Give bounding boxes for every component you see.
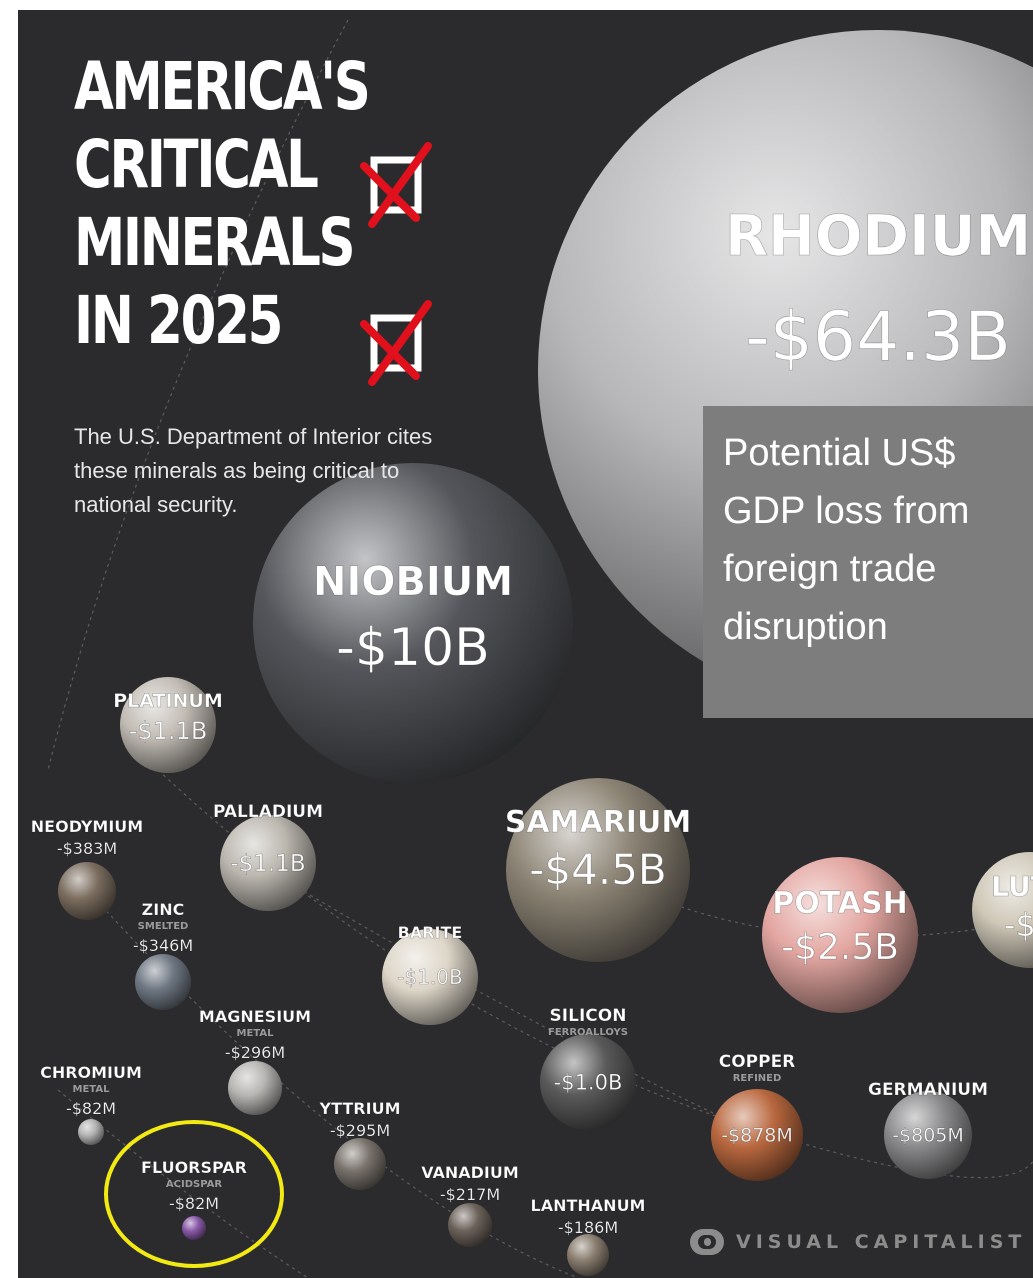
orbit-line: [157, 769, 1033, 1179]
mineral-name-label: LANTHANUM: [531, 1196, 646, 1215]
mineral-value-label: -$1.1B: [129, 717, 208, 745]
mineral-sphere: [762, 857, 918, 1013]
mineral-name-label: VANADIUM: [421, 1163, 519, 1182]
bubble-germanium: GERMANIUM -$805M: [868, 1080, 988, 1179]
mineral-sublabel: ACIDSPAR: [166, 1179, 222, 1190]
mineral-name-label: LUTE: [991, 870, 1033, 903]
title-line-2: CRITICAL: [74, 126, 319, 203]
mineral-sphere: [884, 1091, 972, 1179]
mineral-value-label: -$805M: [892, 1125, 964, 1147]
bubble-palladium: PALLADIUM -$1.1B: [213, 802, 323, 911]
subtitle: The U.S. Department of Interior cites th…: [74, 424, 433, 517]
mineral-sphere: [58, 862, 116, 920]
mineral-name-label: YTTRIUM: [319, 1099, 401, 1118]
mineral-value-label: -$1.1B: [230, 851, 305, 877]
brand-name: VISUAL CAPITALIST: [736, 1231, 1027, 1253]
orbit-line: [57, 1089, 309, 1278]
title-line-1: AMERICA'S: [74, 48, 371, 125]
mineral-sphere: [253, 463, 573, 783]
mineral-sphere: [972, 852, 1033, 968]
mineral-value-label: -$64.3B: [745, 298, 1011, 377]
bubble-fluorspar: FLUORSPAR ACIDSPAR -$82M: [141, 1158, 247, 1240]
mineral-sphere: [711, 1089, 803, 1181]
bubble-samarium: SAMARIUM -$4.5B: [505, 778, 691, 962]
mineral-name-label: ZINC: [142, 900, 185, 919]
mineral-name-label: COPPER: [719, 1052, 796, 1072]
mineral-name-label: FLUORSPAR: [141, 1158, 247, 1177]
mineral-name-label: NEODYMIUM: [31, 817, 143, 836]
bubble-zinc: ZINC SMELTED -$346M: [133, 900, 193, 1010]
infographic-canvas: RHODIUM -$64.3B NIOBIUM -$10B SAMARIUM -$4.5B…: [18, 10, 1033, 1278]
mineral-value-label: -$10B: [336, 618, 490, 678]
mineral-value-label: -$217M: [440, 1185, 500, 1204]
mineral-sphere: [567, 1234, 609, 1276]
mineral-name-label: CHROMIUM: [40, 1063, 142, 1082]
mineral-name-label: POTASH: [772, 886, 908, 921]
bubble-vanadium: VANADIUM -$217M: [421, 1163, 519, 1247]
mineral-sphere: [120, 677, 216, 773]
mineral-name-label: RHODIUM: [725, 204, 1031, 269]
mineral-sphere: [382, 929, 478, 1025]
mineral-value-label: -$82M: [66, 1099, 116, 1118]
mineral-sublabel: METAL: [73, 1084, 111, 1095]
visual-capitalist-logo-icon: [690, 1229, 724, 1255]
brand-logo: VISUAL CAPITALIST: [690, 1226, 1026, 1258]
mineral-value-label: -$296M: [225, 1043, 285, 1062]
bubble-barite: BARITE -$1.0B: [382, 923, 478, 1025]
mineral-sublabel: FERROALLOYS: [548, 1027, 628, 1038]
checkbox-check-icon: [360, 300, 432, 386]
mineral-sublabel: REFINED: [733, 1073, 782, 1084]
mineral-name-label: NIOBIUM: [313, 559, 513, 605]
mineral-value-label: -$1.0B: [554, 1070, 623, 1094]
bubble-platinum: PLATINUM -$1.1B: [113, 677, 223, 773]
mineral-value-label: -$82M: [169, 1194, 219, 1213]
mineral-name-label: SILICON: [550, 1006, 627, 1026]
mineral-name-label: SAMARIUM: [505, 805, 691, 840]
mineral-sphere: [228, 1061, 282, 1115]
mineral-value-label: -$2: [1004, 906, 1033, 944]
mineral-sublabel: METAL: [237, 1028, 275, 1039]
page-title: AMERICA'S CRITICAL MINERALS IN 2025: [74, 48, 371, 360]
tooltip-box: Potential US$ GDP loss from foreign trad…: [703, 406, 1033, 718]
mineral-sphere: [182, 1216, 206, 1240]
bubble-potash: POTASH -$2.5B: [762, 857, 918, 1013]
title-line-4: IN 2025: [74, 282, 283, 359]
mineral-name-label: PALLADIUM: [213, 802, 323, 822]
bubble-niobium: NIOBIUM -$10B: [253, 463, 573, 783]
bubble-magnesium: MAGNESIUM METAL -$296M: [199, 1007, 311, 1115]
bubble-chromium: CHROMIUM METAL -$82M: [40, 1063, 142, 1145]
mineral-sphere: [220, 815, 316, 911]
mineral-value-label: -$2.5B: [781, 927, 899, 968]
bubble-lanthanum: LANTHANUM -$186M: [530, 1196, 646, 1276]
mineral-name-label: BARITE: [398, 923, 463, 942]
mineral-sphere: [506, 778, 690, 962]
mineral-name-label: MAGNESIUM: [199, 1007, 311, 1026]
orbit-line: [47, 19, 349, 771]
mineral-sphere: [78, 1119, 104, 1145]
title-line-3: MINERALS: [74, 204, 356, 281]
mineral-name-label: GERMANIUM: [868, 1080, 988, 1100]
mineral-value-label: -$295M: [330, 1121, 390, 1140]
mineral-value-label: -$1.0B: [397, 965, 462, 989]
checkbox-check-icon: [360, 142, 432, 228]
mineral-value-label: -$346M: [133, 936, 193, 955]
mineral-sphere: [540, 1034, 636, 1130]
mineral-name-label: PLATINUM: [113, 690, 223, 712]
mineral-value-label: -$186M: [558, 1218, 618, 1237]
bubble-yttrium: YTTRIUM -$295M: [318, 1099, 401, 1190]
highlight-ring: [104, 1120, 284, 1268]
mineral-sublabel: SMELTED: [138, 921, 189, 932]
bubble-lute: LUTE -$2: [972, 852, 1033, 968]
mineral-sphere: [448, 1203, 492, 1247]
mineral-value-label: -$4.5B: [529, 845, 666, 894]
mineral-value-label: -$878M: [721, 1125, 793, 1147]
mineral-sphere: [334, 1138, 386, 1190]
mineral-value-label: -$383M: [57, 839, 117, 858]
bubble-neodymium: NEODYMIUM -$383M: [30, 817, 144, 920]
orbit-line: [267, 869, 739, 1126]
mineral-sphere: [135, 954, 191, 1010]
